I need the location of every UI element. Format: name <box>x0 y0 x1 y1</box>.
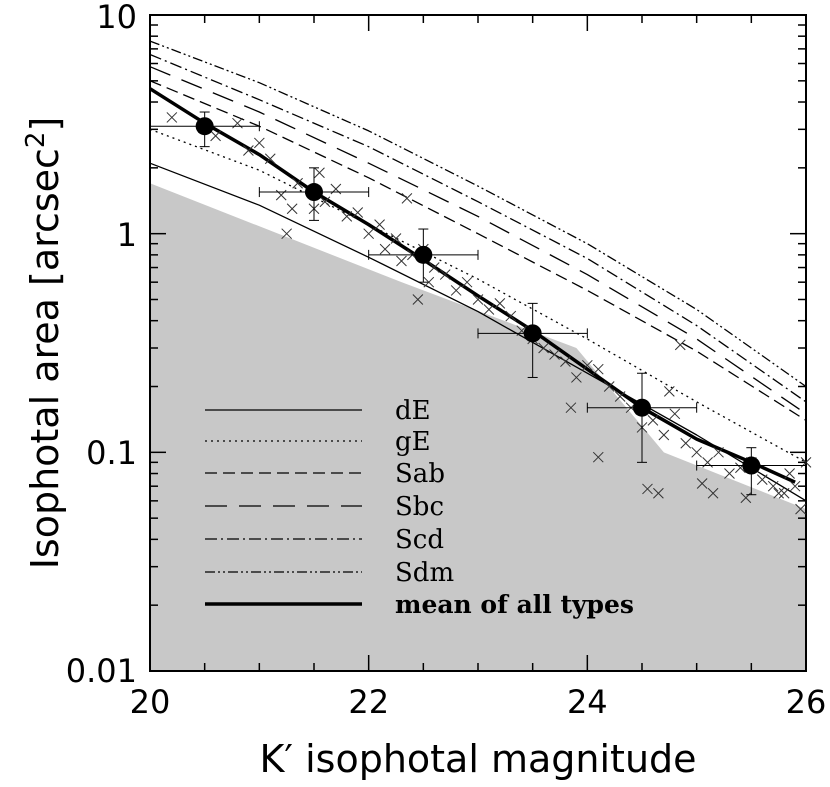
scatter-point <box>167 112 177 122</box>
scatter-point <box>451 285 461 295</box>
scatter-point <box>774 488 784 498</box>
x-tick-labels: 20 22 24 26 <box>130 683 827 721</box>
scatter-point <box>287 204 297 214</box>
scatter-point <box>692 447 702 457</box>
scatter-point <box>254 138 264 148</box>
scatter-point <box>648 415 658 425</box>
y-axis-title-end: ] <box>23 117 67 132</box>
legend-label-Sbc: Sbc <box>395 492 444 522</box>
scatter-point <box>353 207 363 217</box>
scatter-point <box>211 131 221 141</box>
scatter-point <box>670 409 680 419</box>
scatter-point <box>364 229 374 239</box>
scatter-point <box>779 488 789 498</box>
y-tick-label: 0.01 <box>66 652 137 690</box>
legend-label-gE: gE <box>395 427 431 457</box>
legend-label-Sab: Sab <box>395 459 445 489</box>
scatter-point <box>495 298 505 308</box>
chart: 20 22 24 26 0.01 0.1 1 10 K′ isophotal m… <box>0 0 830 787</box>
y-axis-title-sup: 2 <box>21 132 51 149</box>
binned-mean <box>150 112 259 147</box>
scatter-point <box>724 469 734 479</box>
scatter-point <box>659 430 669 440</box>
y-tick-label: 1 <box>117 216 137 254</box>
scatter-point <box>681 438 691 448</box>
legend-label-Sdm: Sdm <box>395 558 454 588</box>
x-tick-label: 26 <box>786 683 827 721</box>
x-tick-label: 24 <box>567 683 608 721</box>
mean-marker <box>524 324 542 342</box>
mean-marker <box>742 457 760 475</box>
y-tick-label: 0.1 <box>86 434 137 472</box>
legend-label-mean: mean of all types <box>395 590 634 619</box>
scatter-point <box>757 475 767 485</box>
y-axis-title: Isophotal area [arcsec2] <box>21 117 67 570</box>
y-tick-labels: 0.01 0.1 1 10 <box>66 0 137 690</box>
scatter-point <box>396 256 406 266</box>
scatter-point <box>375 220 385 230</box>
scatter-point <box>484 304 494 314</box>
mean-marker <box>305 183 323 201</box>
mean-marker <box>196 117 214 135</box>
scatter-point <box>314 168 324 178</box>
mean-marker <box>633 399 651 417</box>
x-tick-label: 22 <box>348 683 389 721</box>
legend-label-dE: dE <box>395 396 431 426</box>
scatter-point <box>785 469 795 479</box>
scatter-point <box>593 364 603 374</box>
x-axis-title: K′ isophotal magnitude <box>259 737 696 781</box>
scatter-point <box>380 244 390 254</box>
mean-marker <box>414 246 432 264</box>
scatter-point <box>675 340 685 350</box>
legend-label-Scd: Scd <box>395 525 444 555</box>
y-tick-label: 10 <box>96 0 137 36</box>
scatter-point <box>768 481 778 491</box>
scatter-point <box>402 193 412 203</box>
y-axis-title-main: Isophotal area [arcsec <box>23 148 67 569</box>
scatter-point <box>664 386 674 396</box>
scatter-point <box>462 277 472 287</box>
